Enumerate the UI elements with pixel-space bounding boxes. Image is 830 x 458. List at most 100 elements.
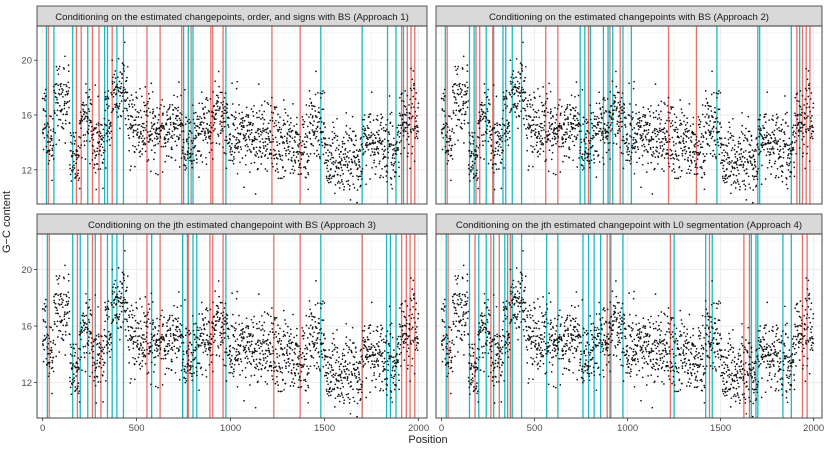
- data-point: [747, 162, 749, 164]
- data-point: [718, 145, 720, 147]
- data-point: [234, 119, 236, 121]
- data-point: [634, 142, 636, 144]
- data-point: [139, 124, 141, 126]
- data-point: [240, 148, 242, 150]
- data-point: [212, 142, 214, 144]
- data-point: [190, 121, 192, 123]
- data-point: [256, 117, 258, 119]
- data-point: [83, 119, 85, 121]
- data-point: [108, 300, 110, 302]
- data-point: [67, 291, 69, 293]
- data-point: [199, 127, 201, 129]
- data-point: [297, 153, 299, 155]
- data-point: [726, 152, 728, 154]
- data-point: [601, 118, 603, 120]
- data-point: [258, 136, 260, 138]
- data-point: [479, 118, 481, 120]
- data-point: [187, 121, 189, 123]
- data-point: [332, 142, 334, 144]
- data-point: [673, 168, 675, 170]
- data-point: [683, 115, 685, 117]
- data-point: [288, 129, 290, 131]
- data-point: [138, 323, 140, 325]
- data-point: [691, 131, 693, 133]
- data-point: [260, 163, 262, 165]
- data-point: [91, 104, 93, 106]
- data-point: [128, 362, 130, 364]
- data-point: [285, 153, 287, 155]
- data-point: [143, 144, 145, 146]
- data-point: [59, 299, 61, 301]
- data-point: [97, 381, 99, 383]
- data-point: [280, 178, 282, 180]
- data-point: [85, 326, 87, 328]
- data-point: [397, 147, 399, 149]
- data-point: [80, 144, 82, 146]
- data-point: [525, 66, 527, 68]
- data-point: [320, 92, 322, 94]
- data-point: [555, 143, 557, 145]
- data-point: [576, 166, 578, 168]
- data-point: [63, 128, 65, 130]
- data-point: [62, 89, 64, 91]
- data-point: [62, 96, 64, 98]
- data-point: [749, 130, 751, 132]
- data-point: [196, 162, 198, 164]
- data-point: [795, 140, 797, 142]
- data-point: [99, 342, 101, 344]
- data-point: [321, 141, 323, 143]
- data-point: [195, 367, 197, 369]
- data-point: [168, 340, 170, 342]
- data-point: [106, 125, 108, 127]
- data-point: [136, 308, 138, 310]
- data-point: [221, 125, 223, 127]
- data-point: [458, 105, 460, 107]
- data-point: [340, 164, 342, 166]
- data-point: [222, 147, 224, 149]
- data-point: [526, 104, 528, 106]
- data-point: [150, 171, 152, 173]
- data-point: [657, 118, 659, 120]
- data-point: [779, 138, 781, 140]
- data-point: [687, 160, 689, 162]
- data-point: [308, 105, 310, 107]
- data-point: [549, 133, 551, 135]
- data-point: [550, 111, 552, 113]
- data-point: [124, 250, 126, 252]
- data-point: [148, 107, 150, 109]
- data-point: [198, 118, 200, 120]
- data-point: [104, 346, 106, 348]
- data-point: [801, 112, 803, 114]
- data-point: [146, 349, 148, 351]
- data-point: [253, 115, 255, 117]
- data-point: [748, 183, 750, 185]
- data-point: [184, 370, 186, 372]
- data-point: [486, 125, 488, 127]
- data-point: [189, 342, 191, 344]
- data-point: [98, 153, 100, 155]
- data-point: [166, 114, 168, 116]
- data-point: [239, 161, 241, 163]
- data-point: [674, 130, 676, 132]
- data-point: [802, 156, 804, 158]
- data-point: [469, 150, 471, 152]
- data-point: [468, 122, 470, 124]
- data-point: [536, 137, 538, 139]
- data-point: [498, 146, 500, 148]
- data-point: [585, 150, 587, 152]
- data-point: [467, 107, 469, 109]
- data-point: [674, 122, 676, 124]
- data-point: [351, 159, 353, 161]
- data-point: [299, 136, 301, 138]
- data-point: [535, 128, 537, 130]
- data-point: [148, 159, 150, 161]
- data-point: [330, 159, 332, 161]
- data-point: [259, 110, 261, 112]
- data-point: [777, 168, 779, 170]
- data-point: [53, 91, 55, 93]
- data-point: [97, 376, 99, 378]
- data-point: [83, 321, 85, 323]
- data-point: [592, 135, 594, 137]
- data-point: [702, 141, 704, 143]
- data-point: [774, 142, 776, 144]
